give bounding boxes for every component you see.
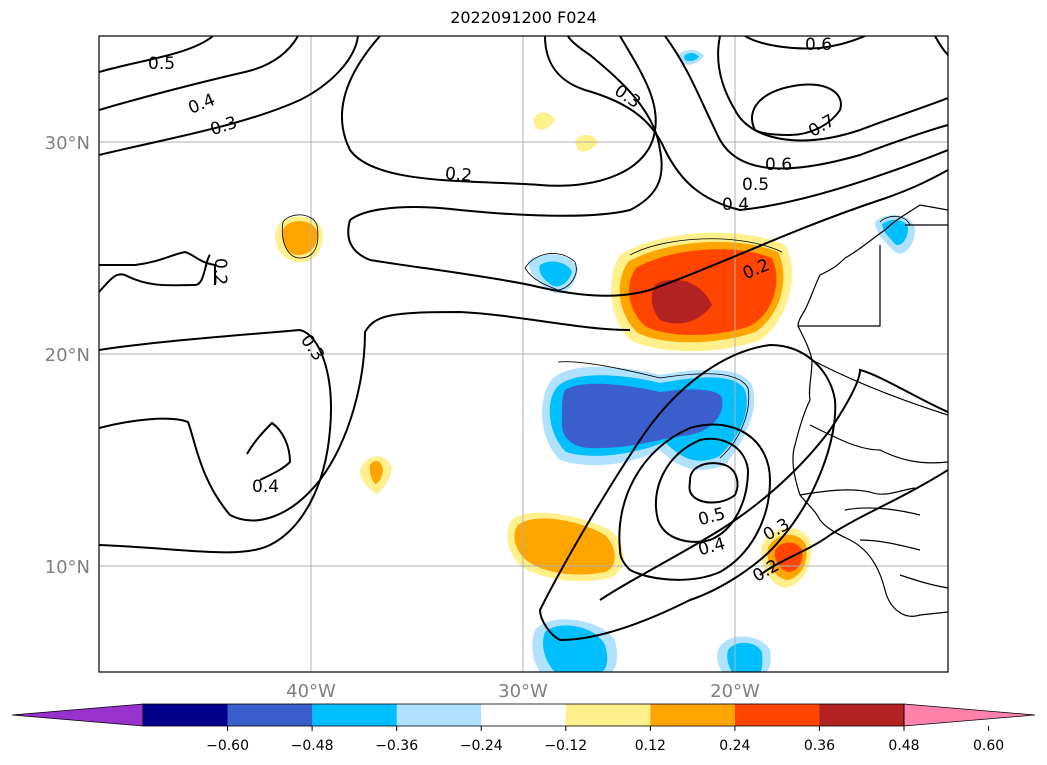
lat-label: 30°N bbox=[45, 133, 90, 154]
map-frame bbox=[98, 35, 949, 673]
contour-label: 0.5 bbox=[696, 504, 727, 530]
colorbar-tick-label: 0.24 bbox=[719, 738, 750, 754]
contour-label: 0.3 bbox=[610, 81, 644, 113]
anomaly-shading bbox=[275, 49, 915, 672]
positive-anomaly-area bbox=[282, 221, 318, 255]
contour-line bbox=[99, 36, 299, 111]
positive-anomaly-area bbox=[575, 134, 598, 152]
colorbar-extend-high bbox=[903, 703, 1036, 727]
colorbar-segment bbox=[227, 704, 313, 726]
contour-line bbox=[341, 36, 657, 187]
colorbar-segment bbox=[481, 704, 567, 726]
border bbox=[809, 424, 948, 464]
colorbar-segment bbox=[734, 704, 820, 726]
colorbar-tick-label: −0.24 bbox=[460, 738, 503, 754]
negative-anomaly-area bbox=[727, 642, 763, 672]
contour-line bbox=[347, 169, 948, 297]
contour-line bbox=[664, 36, 948, 170]
contour-line bbox=[246, 421, 292, 481]
contour-line bbox=[99, 328, 332, 554]
lon-label: 20°W bbox=[710, 681, 760, 702]
contour-line bbox=[99, 310, 631, 522]
contour-line bbox=[744, 36, 866, 50]
contour-label: 0.6 bbox=[805, 35, 832, 55]
longitude-labels: 40°W 30°W 20°W bbox=[286, 681, 760, 702]
positive-anomaly-area bbox=[651, 279, 712, 324]
colorbar: −0.60 −0.48 −0.36 −0.24 −0.12 0.12 0.24 0.36 0.4… bbox=[11, 703, 1036, 754]
lon-label: 30°W bbox=[498, 681, 548, 702]
lat-label: 20°N bbox=[45, 345, 90, 366]
colorbar-segment bbox=[650, 704, 736, 726]
contour-line bbox=[934, 36, 948, 56]
colorbar-tick-label: −0.12 bbox=[544, 738, 587, 754]
anomaly-outlines bbox=[281, 214, 911, 459]
contour-line bbox=[99, 36, 214, 73]
border bbox=[811, 359, 948, 416]
colorbar-extend-low bbox=[11, 703, 144, 727]
contour-line bbox=[99, 36, 359, 156]
positive-anomaly-area bbox=[533, 112, 555, 130]
positive-anomaly-area bbox=[514, 518, 615, 575]
coastline bbox=[792, 204, 948, 617]
contour-label: 0.2 bbox=[444, 164, 473, 186]
contour-line bbox=[654, 437, 750, 543]
colorbar-tick-label: 0.12 bbox=[635, 738, 666, 754]
colorbar-segment bbox=[565, 704, 651, 726]
colorbar-tick-label: 0.36 bbox=[804, 738, 835, 754]
negative-anomaly-area bbox=[539, 261, 572, 287]
lon-label: 40°W bbox=[286, 681, 336, 702]
contour-label: 0.5 bbox=[742, 175, 769, 195]
border bbox=[899, 574, 948, 589]
border bbox=[799, 487, 916, 496]
colorbar-tick-label: 0.48 bbox=[888, 738, 919, 754]
negative-anomaly-area bbox=[684, 53, 699, 61]
contour-line bbox=[618, 423, 772, 581]
contour-label: 0.6 bbox=[765, 155, 792, 175]
contour-line bbox=[759, 469, 948, 576]
colorbar-tick-label: −0.60 bbox=[206, 738, 249, 754]
contour-line bbox=[688, 462, 739, 504]
contour-line bbox=[99, 254, 211, 293]
colorbar-tick-label: −0.48 bbox=[291, 738, 334, 754]
contour-line bbox=[544, 36, 948, 212]
colorbar-outline bbox=[142, 703, 905, 727]
contour-label: 0.3 bbox=[208, 113, 240, 140]
latitude-labels: 30°N 20°N 10°N bbox=[45, 133, 90, 578]
lat-label: 10°N bbox=[45, 557, 90, 578]
contour-label: 0.4 bbox=[186, 90, 219, 119]
contour-label: 0.5 bbox=[148, 54, 175, 74]
border bbox=[859, 539, 921, 551]
africa-coast bbox=[792, 204, 948, 617]
colorbar-tick-label: −0.36 bbox=[375, 738, 418, 754]
map-title: 2022091200 F024 bbox=[450, 8, 597, 27]
colorbar-segment bbox=[819, 704, 905, 726]
colorbar-segment bbox=[396, 704, 482, 726]
contour-lines bbox=[99, 36, 948, 642]
positive-anomaly-area bbox=[369, 460, 383, 484]
border bbox=[844, 507, 921, 516]
contour-line bbox=[717, 36, 948, 142]
contour-line bbox=[751, 83, 842, 137]
contour-line bbox=[599, 368, 948, 601]
contour-label: 0.4 bbox=[252, 477, 279, 497]
contour-line bbox=[538, 343, 837, 642]
border bbox=[798, 245, 881, 327]
contour-label: 0.2 bbox=[210, 258, 230, 285]
contour-label: 0.4 bbox=[696, 534, 727, 560]
contour-line bbox=[349, 36, 663, 221]
contour-label: 0.4 bbox=[722, 195, 749, 215]
colorbar-segment bbox=[143, 704, 229, 726]
colorbar-tick-label: 0.60 bbox=[973, 738, 1004, 754]
contour-line bbox=[99, 250, 216, 285]
colorbar-segment bbox=[312, 704, 398, 726]
